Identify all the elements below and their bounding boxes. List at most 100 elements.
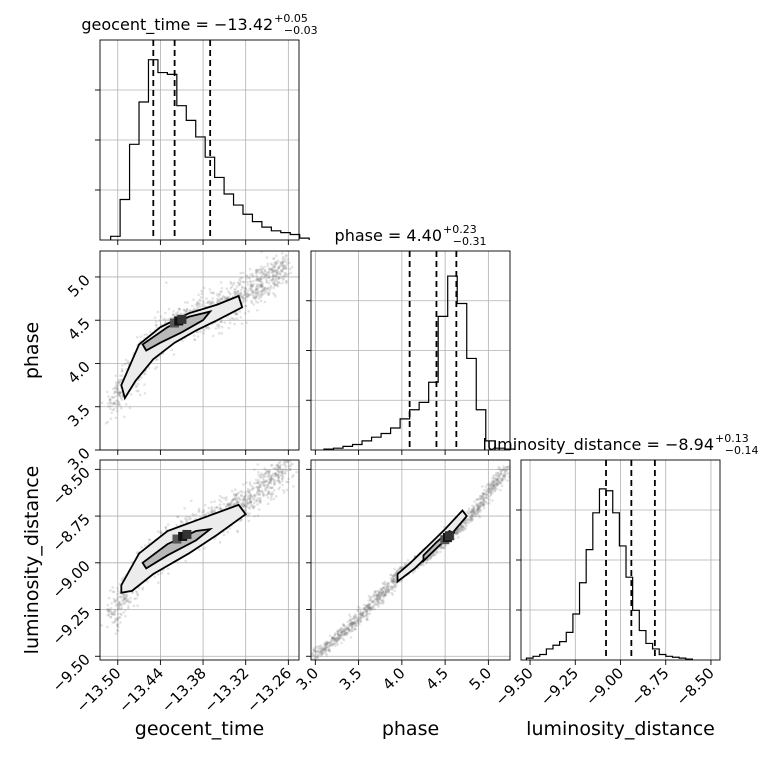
scatter-point: [184, 301, 187, 304]
scatter-point: [375, 603, 378, 606]
scatter-point: [218, 503, 222, 507]
scatter-point: [426, 558, 430, 561]
scatter-point: [273, 261, 276, 265]
scatter-point: [234, 312, 238, 316]
scatter-point: [322, 648, 326, 652]
scatter-point: [335, 641, 338, 645]
scatter-point: [263, 273, 267, 277]
scatter-point: [159, 315, 163, 318]
scatter-point: [362, 610, 365, 614]
scatter-point: [272, 274, 276, 277]
scatter-point: [232, 281, 236, 285]
scatter-point: [118, 391, 122, 395]
scatter-point: [356, 619, 360, 623]
scatter-point: [166, 567, 170, 570]
scatter-point: [372, 603, 376, 607]
scatter-point: [464, 523, 468, 526]
scatter-point: [258, 489, 261, 493]
scatter-point: [124, 358, 128, 362]
scatter-point: [218, 541, 222, 544]
scatter-point: [203, 304, 207, 308]
scatter-point: [327, 644, 331, 648]
x-axis-label: luminosity_distance: [526, 718, 715, 740]
scatter-point: [269, 286, 273, 290]
scatter-point: [122, 597, 126, 601]
density-peak-cell: [182, 529, 192, 539]
scatter-point: [288, 468, 291, 471]
scatter-point: [376, 594, 380, 598]
scatter-point: [290, 450, 293, 453]
scatter-point: [259, 295, 263, 299]
scatter-point: [331, 636, 335, 639]
scatter-point: [234, 488, 237, 491]
scatter-point: [115, 394, 118, 398]
scatter-point: [183, 517, 187, 520]
scatter-point: [318, 651, 321, 654]
scatter-point: [364, 605, 368, 609]
scatter-point: [273, 269, 276, 273]
scatter-point: [369, 599, 372, 602]
title-upper-error: +0.13: [715, 432, 749, 445]
scatter-point: [498, 467, 502, 470]
scatter-point: [376, 598, 379, 601]
scatter-point: [110, 601, 113, 605]
scatter-point: [380, 592, 384, 595]
scatter-point: [341, 622, 345, 626]
scatter-point: [393, 580, 396, 584]
scatter-point: [122, 600, 125, 603]
contour-39: [141, 527, 214, 570]
scatter-point: [503, 473, 507, 477]
scatter-point: [502, 474, 505, 477]
scatter-point: [489, 493, 493, 497]
scatter-point: [250, 285, 253, 288]
scatter-point: [222, 533, 226, 537]
scatter-point: [116, 403, 120, 407]
scatter-point: [119, 596, 123, 599]
scatter-point: [491, 477, 494, 480]
scatter-point: [234, 293, 237, 297]
scatter-point: [370, 601, 374, 604]
scatter-point: [258, 500, 261, 503]
scatter-point: [270, 463, 274, 467]
scatter-point: [242, 497, 246, 501]
scatter-point: [272, 480, 276, 484]
scatter-point: [112, 597, 116, 601]
scatter-point: [110, 411, 113, 415]
scatter-point: [496, 482, 500, 486]
scatter-point: [492, 476, 495, 479]
scatter-point: [233, 317, 237, 321]
scatter-point: [218, 324, 221, 328]
scatter-point: [353, 624, 357, 628]
scatter-point: [269, 486, 273, 490]
scatter-point: [259, 279, 263, 283]
scatter-point: [284, 460, 288, 464]
scatter-point: [440, 544, 444, 548]
scatter-point: [312, 650, 316, 654]
scatter-point: [191, 304, 194, 308]
scatter-point: [263, 291, 266, 295]
scatter-point: [478, 505, 482, 509]
scatter-point: [278, 466, 282, 470]
scatter-point: [269, 475, 273, 478]
scatter-point: [274, 295, 277, 298]
scatter-point: [274, 271, 277, 274]
scatter-point: [471, 519, 474, 522]
scatter-point: [121, 364, 124, 367]
scatter-point: [506, 468, 509, 471]
scatter-point: [359, 612, 362, 616]
scatter-point: [119, 378, 123, 382]
scatter-point: [271, 477, 275, 481]
scatter-point: [364, 604, 368, 608]
scatter-point: [249, 493, 252, 497]
scatter-point: [259, 474, 263, 477]
scatter-point: [499, 488, 502, 492]
scatter-point: [240, 295, 244, 298]
scatter-point: [491, 485, 495, 489]
scatter-point: [217, 298, 220, 302]
scatter-point: [429, 555, 432, 559]
scatter-point: [331, 642, 335, 646]
scatter-point: [362, 603, 366, 607]
scatter-point: [159, 531, 162, 535]
scatter-point: [486, 487, 490, 491]
scatter-point: [109, 417, 113, 421]
